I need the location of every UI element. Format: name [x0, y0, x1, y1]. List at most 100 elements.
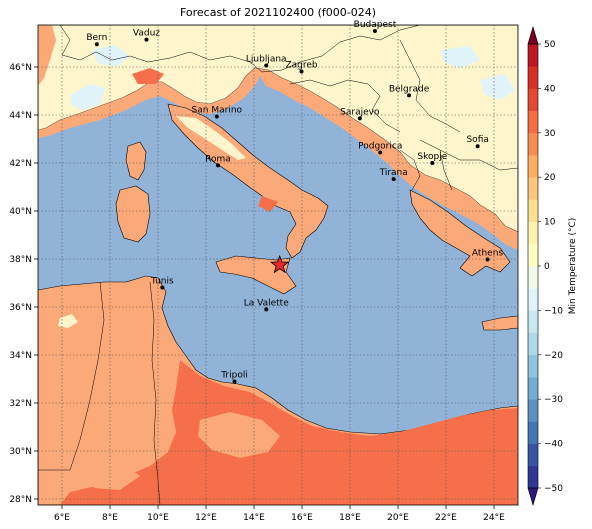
city-label: Sofia	[466, 135, 488, 145]
colorbar-band	[528, 266, 538, 289]
city-label: Bern	[86, 33, 107, 43]
lon-tick-labels: 6°E 8°E 10°E 12°E 14°E 16°E 18°E 20°E 22°E 24°E	[54, 505, 505, 523]
lon-tick-label: 18°E	[339, 513, 361, 523]
land-sardinia	[115, 185, 151, 243]
colorbar-tick-label: −50	[544, 484, 563, 494]
lat-tick-label: 30°N	[9, 447, 32, 457]
forecast-point-marker	[270, 254, 290, 274]
lat-tick-labels: 28°N 30°N 32°N 34°N 36°N 38°N 40°N 42°N 44°N 46°N	[9, 63, 38, 505]
colorbar-tick-label: 40	[544, 84, 556, 94]
city-dot	[299, 69, 304, 74]
lon-tick-label: 20°E	[387, 513, 409, 523]
gridlines	[38, 25, 518, 505]
colorbar-tick-label: 0	[544, 262, 550, 272]
city-label: La Valette	[244, 298, 289, 308]
colorbar-band	[528, 199, 538, 222]
colorbar-label: Min Temperature (°C)	[568, 218, 578, 315]
land-italy-mild	[176, 116, 246, 160]
city-label: Skopje	[417, 152, 447, 162]
colorbar-tick-label: 20	[544, 173, 556, 183]
colorbar-band	[528, 332, 538, 356]
colorbar-tick-label: −10	[544, 306, 563, 316]
colorbar-band	[528, 66, 538, 89]
colorbar-ticks: −50 −40 −30 −20 −10 0 10 20 30 40 50	[538, 40, 563, 494]
city-label: Zagreb	[285, 61, 317, 71]
lat-tick-label: 28°N	[9, 495, 32, 505]
city-dot	[264, 307, 269, 312]
land-warm-west	[38, 25, 56, 86]
lat-tick-label: 46°N	[9, 63, 32, 73]
city-label: San Marino	[192, 105, 243, 115]
land-hot-north	[132, 68, 278, 212]
lat-tick-label: 34°N	[9, 351, 32, 361]
land-crete	[481, 315, 518, 331]
colorbar-tick-label: −30	[544, 395, 563, 405]
city-label: Sarajevo	[340, 107, 380, 117]
city-dot	[430, 161, 435, 165]
colorbar-band	[528, 110, 538, 134]
lon-tick-label: 10°E	[147, 513, 169, 523]
city-dot	[216, 163, 220, 168]
city-dot	[160, 285, 165, 290]
land-warm-north	[38, 68, 262, 138]
map-frame	[37, 24, 519, 506]
colorbar-tick-label: 30	[544, 129, 556, 139]
colorbar-under-arrow	[527, 487, 539, 507]
colorbar-band	[528, 465, 538, 489]
lat-tick-label: 38°N	[9, 255, 32, 265]
star-marker	[270, 254, 290, 274]
city-dot	[94, 42, 99, 47]
lon-tick-label: 24°E	[483, 513, 505, 523]
colorbar-band	[528, 88, 538, 111]
colorbar-band	[528, 177, 538, 200]
land-greece	[409, 189, 511, 277]
city-label: Belgrade	[389, 84, 430, 94]
city-dot	[407, 93, 412, 98]
lon-tick-label: 16°E	[291, 513, 313, 523]
city-dot	[264, 63, 269, 68]
land-cool-spot	[58, 314, 78, 328]
city-dot	[357, 116, 362, 121]
city-label: Vaduz	[133, 29, 160, 39]
city-label: Athens	[472, 248, 503, 258]
lon-tick-label: 12°E	[195, 513, 217, 523]
land-italy	[167, 103, 329, 259]
colorbar-band	[528, 310, 538, 333]
lat-tick-label: 40°N	[9, 207, 32, 217]
colorbar-over-arrow	[527, 25, 539, 45]
city-label: Podgorica	[358, 141, 402, 151]
colorbar-band	[528, 443, 538, 467]
colorbar-tick-label: −20	[544, 351, 563, 361]
colorbar-band	[528, 155, 538, 178]
city-dot	[214, 114, 219, 119]
colorbar-band	[528, 421, 538, 444]
colorbar-band	[528, 288, 538, 311]
land-balkans-coast	[255, 68, 518, 250]
land-hot-sahara	[60, 360, 518, 505]
city-label: Budapest	[354, 20, 397, 30]
colorbar-band	[528, 377, 538, 400]
city-dot	[232, 379, 237, 384]
map-title: Forecast of 2021102400 (f000-024)	[179, 6, 377, 19]
lat-tick-label: 36°N	[9, 303, 32, 313]
city-label: Roma	[205, 154, 231, 164]
colorbar-band	[528, 354, 538, 378]
lon-tick-label: 6°E	[54, 513, 70, 523]
colorbar-band	[528, 399, 538, 422]
colorbar-band	[528, 243, 538, 267]
city-label: Tunis	[150, 277, 174, 287]
colorbar-tick-label: −40	[544, 440, 563, 450]
lon-tick-label: 22°E	[435, 513, 457, 523]
lon-tick-label: 14°E	[243, 513, 265, 523]
city-label: Tirana	[379, 168, 408, 178]
colorbar-band	[528, 132, 538, 156]
lon-tick-label: 8°E	[102, 513, 118, 523]
lat-tick-label: 44°N	[9, 111, 32, 121]
city-dot	[485, 257, 490, 262]
land-alps-cool	[70, 45, 515, 110]
city-dot	[378, 150, 383, 155]
city-dot	[144, 37, 149, 42]
city-label: Tripoli	[220, 371, 248, 381]
